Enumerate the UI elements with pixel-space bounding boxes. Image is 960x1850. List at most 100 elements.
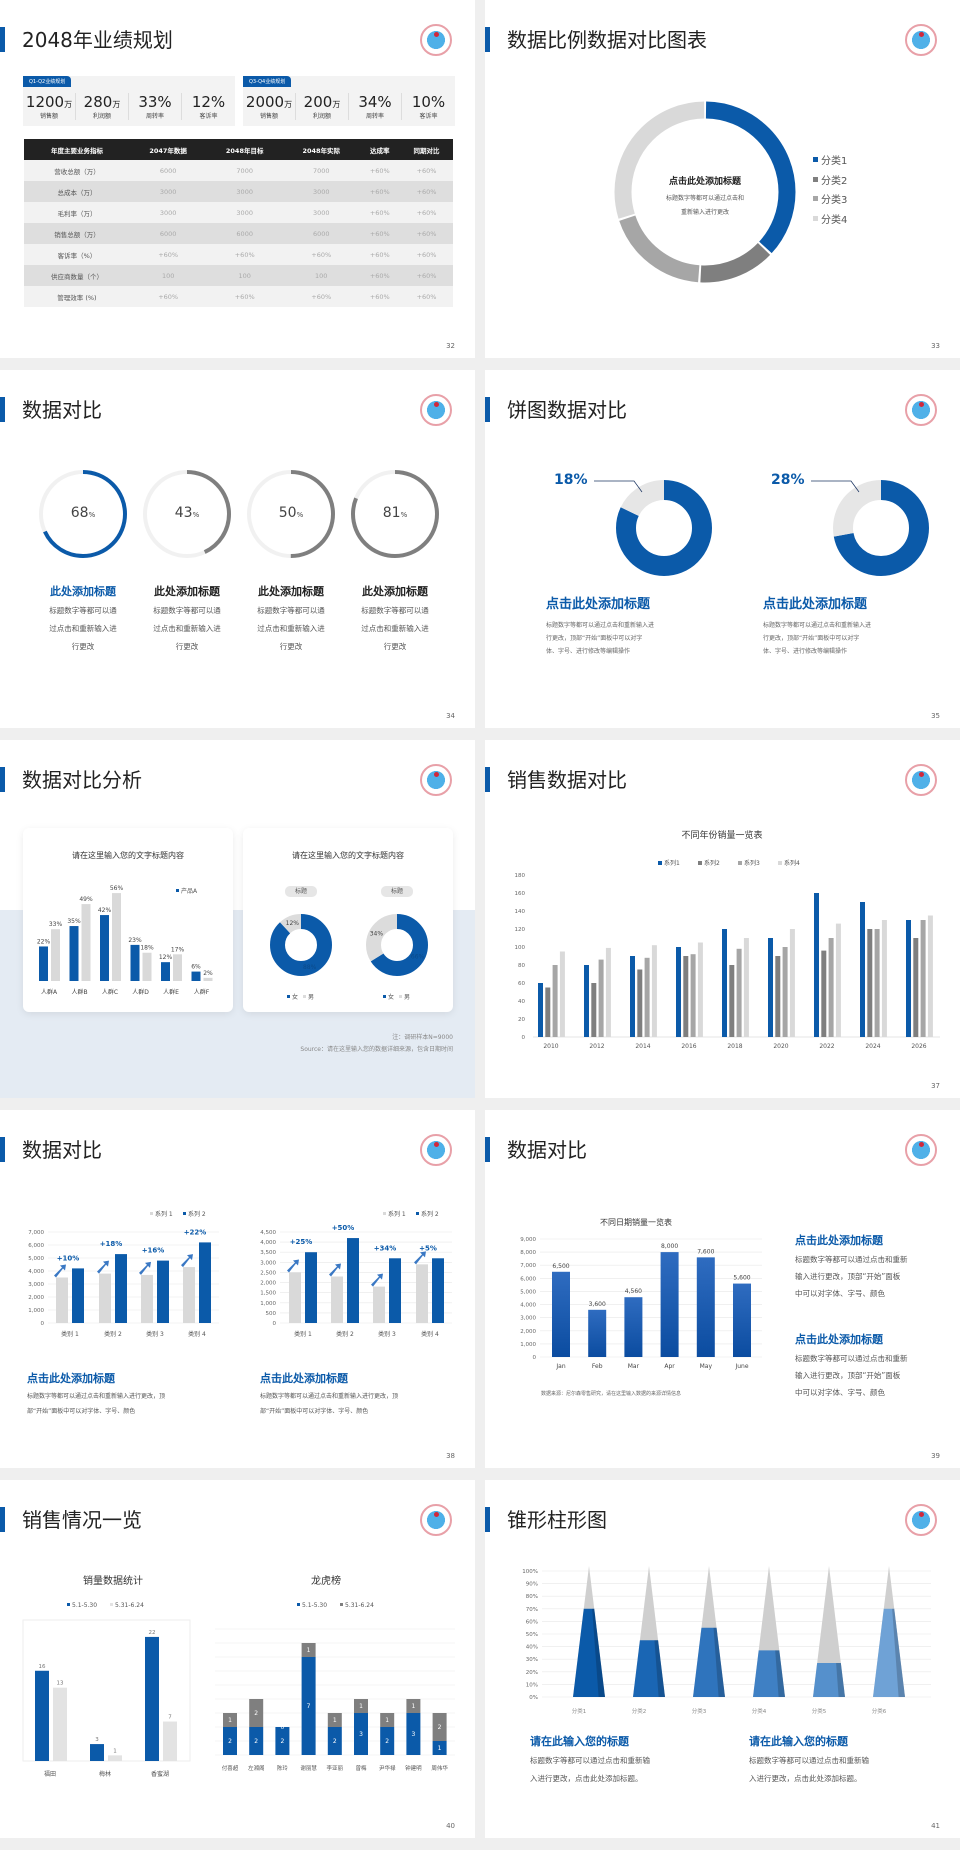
x-tick-label: 人群D [132,988,149,996]
data-label: 2 [254,1710,258,1717]
slide-39[interactable]: 数据对比 39 不同日期销量一览表 0 1,000 2,000 3,000 4,000 5,00… [485,1110,960,1468]
title-pill: 标题 [285,886,317,897]
data-label: 1 [307,1647,311,1654]
slide-35[interactable]: 饼图数据对比 35 18% 点击此处添加标题 标题数字等都可以通过点击和重新输入进 行更改… [485,370,960,728]
slide-36[interactable]: 数据对比分析36请在这里输入您的文字标题内容请在这里输入您的文字标题内容22%3… [0,740,475,1098]
legend-swatch [383,1212,386,1215]
item-text: 部“开始”面板中可以对字体、字号、颜色 [27,1408,136,1415]
item-text: 标题数字等都可以通 [361,606,429,615]
item-text: 标题数字等都可以通过点击和重新输入进行更改，顶 [260,1393,399,1400]
slide-title: 销售情况一览 [22,1508,142,1532]
y-tick-label: 70% [526,1607,538,1613]
data-label: 1 [411,1703,415,1710]
school-logo-icon [905,1504,937,1536]
plot-area [22,1619,191,1762]
legend-swatch [340,1603,343,1606]
legend-swatch [176,889,179,892]
bar [289,1272,301,1323]
item-text: 过点击和重新输入进 [49,624,117,633]
x-tick-label: Jan [555,1363,565,1370]
slide-38[interactable]: 数据对比 38 系列 1 系列 2 0 1,000 2,000 3,000 4,000 5,000… [0,1110,475,1468]
table-cell: 6000 [206,223,283,244]
stat-label: 销售额 [259,113,278,120]
column-header: 同期对比 [400,139,453,160]
bar [881,920,887,1037]
school-logo-icon [420,764,452,796]
x-tick-label: 左湘阁 [248,1764,265,1772]
legend-swatch [399,995,402,998]
bar [768,938,773,1037]
growth-annotation: +18% [100,1240,123,1248]
bar [630,956,635,1037]
stacked-bar-segment [223,1727,237,1755]
bar [142,952,152,981]
x-tick-label: 类别 1 [294,1330,312,1338]
bar [173,954,182,981]
pyramid-side-face [775,1650,785,1697]
growth-annotation: +16% [142,1247,165,1255]
table-cell: +60% [359,223,401,244]
growth-arrow-icon [97,1260,109,1274]
x-tick-label: Mar [628,1363,640,1370]
slide-41[interactable]: 锥形柱形图 41 0% 10% 20% 30% 40% 50% 60% 70% 80% 90% 100%… [485,1480,960,1838]
slide-title: 数据对比 [507,1138,587,1162]
donut-slice-minor [833,480,929,576]
growth-annotation: +34% [374,1244,397,1252]
slide-33[interactable]: 数据比例数据对比图表 33 点击此处添加标题 标题数字等都可以通过点击和 重新输入进行更… [485,0,960,358]
data-label: 2 [333,1738,337,1745]
percent-unit: % [88,511,96,519]
slide-37[interactable]: 销售数据对比 37 不同年份销量一览表 系列1 系列2 系列3 系列4 0 20 40 60 80 10… [485,740,960,1098]
item-text: 标题数字等都可以通 [49,606,117,615]
data-label: 12% [286,920,300,927]
item-text: 过点击和重新输入进 [257,624,325,633]
y-tick-label: 4,000 [260,1240,276,1246]
ring-progress [39,470,127,558]
growth-annotation: +25% [290,1238,313,1246]
y-tick-label: 2,000 [260,1281,276,1287]
item-heading: 此处添加标题 [154,585,220,598]
data-label: 18% [140,945,154,952]
slide-40[interactable]: 销售情况一览 40 销量数据统计 5.1-5.30 5.31-6.24 16 13 福田 3 1 梅… [0,1480,475,1838]
y-tick-label: 40 [518,999,525,1005]
percentage-label: 18% [554,472,588,488]
stat-item: 33% 周转率 [129,93,182,120]
data-label: 1 [228,1717,232,1724]
bar [183,1267,195,1323]
legend-swatch [813,176,818,182]
school-logo-icon [420,1504,452,1536]
table-cell: 100 [206,265,283,286]
bar [697,942,703,1037]
table-cell: 3000 [282,181,360,202]
q2-summary-box: Q3-Q4业绩规划 2000万 销售额 200万 利润额 34% 周转率 10% 客诉率 [243,76,455,126]
table-cell: 客诉率（%） [24,244,130,265]
title-accent-bar [0,397,5,422]
legend-label: 分类4 [821,214,848,226]
y-tick-label: 20 [518,1017,525,1023]
y-tick-label: 0 [522,1035,526,1041]
percent-unit: % [400,511,408,519]
q1-tab-label: Q1-Q2业绩规划 [23,76,72,87]
x-tick-label: 钟建明 [405,1764,422,1772]
item-heading: 此处添加标题 [362,585,428,598]
table-cell: 7000 [282,160,360,181]
stat-item: 34% 周转率 [349,93,402,120]
table-header-row: 年度主要业务指标 2047年数据 2048年目标 2048年实际 达成率 同期对比 [24,139,453,160]
slide-32[interactable]: 2048年业绩规划 32 Q1-Q2业绩规划 1200万 销售额 280万 利润额 33% 周转… [0,0,475,358]
percent-unit: % [192,511,200,519]
y-tick-label: 8,000 [520,1250,536,1256]
table-cell: +60% [400,202,453,223]
table-cell: 总成本（万） [24,181,130,202]
x-tick-label: 人群C [102,988,118,996]
bar [416,1264,428,1323]
slide-title: 数据对比 [22,398,102,422]
bar [305,1252,317,1323]
bar [637,969,643,1037]
x-tick-label: 类别 1 [61,1330,79,1338]
legend-swatch [67,1603,70,1606]
slide-34[interactable]: 数据对比 34 68% 此处添加标题 标题数字等都可以通 过点击和重新输入进 行更改 43% 此… [0,370,475,728]
x-tick-label: 类别 3 [378,1330,396,1338]
stat-label: 周转率 [365,113,384,120]
x-tick-label: 梅林 [99,1770,111,1778]
item-text: 行更改 [279,642,303,651]
